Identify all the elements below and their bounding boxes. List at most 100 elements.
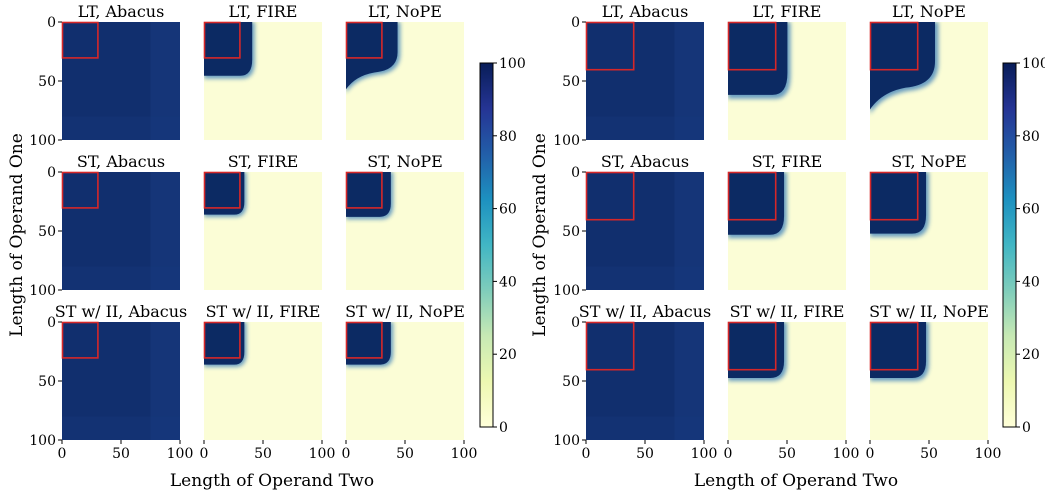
x-tick-label: 50 (778, 446, 796, 462)
heatmap-texture (62, 266, 180, 290)
panel-title: ST w/ II, FIRE (730, 302, 845, 321)
colorbar-tick-label: 0 (499, 420, 508, 436)
heatmap-cells (586, 22, 704, 140)
y-tick-label: 0 (571, 15, 580, 31)
y-tick-label: 100 (553, 133, 580, 149)
x-tick-label: 0 (200, 446, 209, 462)
y-tick-label: 0 (47, 15, 56, 31)
heatmap-high-accuracy-region (728, 322, 785, 379)
heatmap-high-accuracy-region (346, 172, 391, 217)
training-range-box (727, 21, 777, 71)
x-tick-label: 100 (451, 446, 478, 462)
panel-title: LT, NoPE (368, 2, 442, 21)
training-range-box (203, 21, 241, 59)
heatmap-panel: ST, NoPE (345, 152, 464, 290)
x-tick-label: 100 (309, 446, 336, 462)
training-range-box (585, 21, 635, 71)
y-axis-label: Length of Operand One (530, 133, 550, 337)
y-tick-label: 0 (47, 165, 56, 181)
colorbar (1002, 62, 1017, 428)
y-tick-label: 100 (553, 433, 580, 449)
heatmap-panel: ST w/ II, NoPE 0 50 100 (866, 302, 1002, 462)
panel-title: LT, FIRE (753, 2, 822, 21)
training-range-box (61, 21, 99, 59)
heatmap-texture (150, 322, 180, 440)
y-tick-label: 100 (29, 283, 56, 299)
y-tick-label: 50 (562, 74, 580, 90)
colorbar-tick-label: 40 (499, 274, 517, 290)
panel-title: ST, NoPE (367, 152, 443, 171)
x-tick-label: 100 (833, 446, 860, 462)
y-tick-label: 100 (29, 133, 56, 149)
training-range-box (869, 321, 919, 371)
x-tick-label: 0 (342, 446, 351, 462)
heatmap-texture (586, 266, 704, 290)
training-range-box (585, 321, 635, 371)
heatmap-panel: ST, NoPE (869, 152, 988, 290)
heatmap-panel: ST, Abacus 0 50 100 (553, 152, 704, 299)
training-range-box (345, 321, 383, 359)
y-axis-label: Length of Operand One (7, 133, 27, 337)
x-tick-label: 50 (396, 446, 414, 462)
y-tick-label: 50 (38, 74, 56, 90)
panel-title: ST w/ II, FIRE (206, 302, 321, 321)
colorbar-tick-label: 80 (499, 129, 517, 145)
colorbar-tick-label: 0 (1022, 420, 1031, 436)
heatmap-texture (150, 172, 180, 290)
x-axis-label: Length of Operand Two (694, 471, 898, 491)
colorbar (479, 62, 494, 428)
training-range-box (61, 321, 99, 359)
training-range-box (345, 171, 383, 209)
colorbar-tick-label: 60 (1022, 202, 1040, 218)
heatmap-panel: ST w/ II, FIRE 0 50 100 (200, 302, 336, 462)
heatmap-panel: LT, Abacus 0 50 100 (29, 2, 180, 149)
y-tick-label: 50 (38, 374, 56, 390)
training-range-box (727, 171, 777, 221)
heatmap-panel: ST, FIRE (203, 152, 322, 290)
y-tick-label: 0 (571, 165, 580, 181)
training-range-box (585, 171, 635, 221)
colorbar-tick-label: 100 (1022, 56, 1045, 72)
x-tick-label: 0 (866, 446, 875, 462)
heatmap-cells (586, 172, 704, 290)
heatmap-texture (62, 116, 180, 140)
heatmap-high-accuracy-region (204, 22, 253, 76)
x-tick-label: 50 (920, 446, 938, 462)
panel-title: ST w/ II, NoPE (869, 302, 989, 321)
colorbar-tick-label: 40 (1022, 274, 1040, 290)
y-tick-label: 100 (553, 283, 580, 299)
heatmap-texture (674, 22, 704, 140)
y-tick-label: 100 (29, 433, 56, 449)
heatmap-panel: LT, Abacus 0 50 100 (553, 2, 704, 149)
heatmap-panel: LT, NoPE (869, 2, 988, 140)
panel-title: ST w/ II, Abacus (55, 302, 188, 321)
heatmap-cells (62, 22, 180, 140)
heatmap-cells (62, 322, 180, 440)
heatmap-panel: LT, NoPE (345, 2, 464, 140)
panel-title: ST w/ II, Abacus (579, 302, 712, 321)
panel-title: ST, FIRE (752, 152, 823, 171)
training-range-box (727, 321, 777, 371)
colorbar-tick-label: 20 (499, 347, 517, 363)
figure-half-2: LT, Abacus 0 50 100 LT, FIRE LT, NoPE ST, Abac… (530, 2, 1045, 491)
heatmap-high-accuracy-region (204, 172, 245, 215)
panel-title: ST, FIRE (228, 152, 299, 171)
heatmap-texture (586, 116, 704, 140)
heatmap-cells (586, 322, 704, 440)
panel-title: LT, FIRE (229, 2, 298, 21)
heatmap-high-accuracy-region (346, 22, 398, 90)
heatmap-texture (150, 22, 180, 140)
panel-title: ST, NoPE (891, 152, 967, 171)
heatmap-cells (62, 172, 180, 290)
panel-title: LT, Abacus (602, 2, 689, 21)
training-range-box (61, 171, 99, 209)
x-tick-label: 100 (167, 446, 194, 462)
y-tick-label: 50 (562, 374, 580, 390)
heatmap-high-accuracy-region (870, 22, 936, 110)
heatmap-texture (586, 416, 704, 440)
y-tick-label: 0 (571, 315, 580, 331)
x-axis-label: Length of Operand Two (170, 471, 374, 491)
panel-title: ST w/ II, NoPE (345, 302, 465, 321)
